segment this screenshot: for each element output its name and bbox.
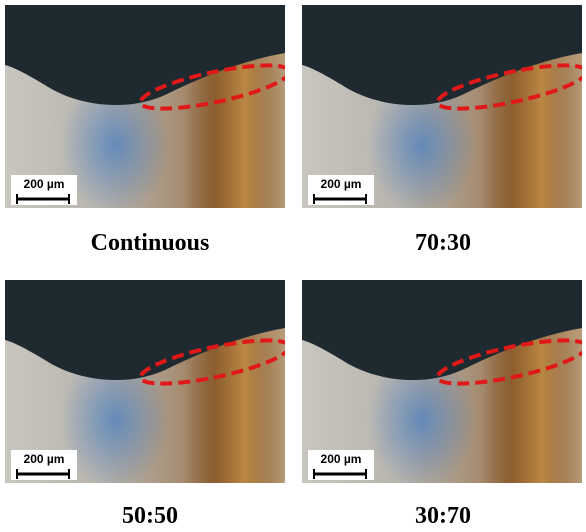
wear-band <box>482 340 582 532</box>
micrograph: 200 µm <box>302 280 586 532</box>
scale-label: 200 µm <box>24 177 65 191</box>
micrograph-content: 200 µm <box>5 5 292 268</box>
caption: 30:70 <box>415 503 471 529</box>
scale-label: 200 µm <box>321 177 362 191</box>
micrograph: 200 µm <box>5 280 292 532</box>
figure: 200 µm Continuous 200 µm 70:30 200 µm 50:50 20… <box>0 0 586 532</box>
caption: 70:30 <box>415 230 471 256</box>
micrograph-content: 200 µm <box>302 280 586 532</box>
micrograph: 200 µm <box>302 5 586 268</box>
scale-label: 200 µm <box>24 452 65 466</box>
caption: Continuous <box>91 230 210 256</box>
scale-label: 200 µm <box>321 452 362 466</box>
wear-band <box>185 340 285 532</box>
micrograph-content: 200 µm <box>5 280 292 532</box>
caption: 50:50 <box>122 503 178 529</box>
micrograph: 200 µm <box>5 5 292 268</box>
wear-band <box>482 65 582 268</box>
micrograph-content: 200 µm <box>302 5 586 268</box>
